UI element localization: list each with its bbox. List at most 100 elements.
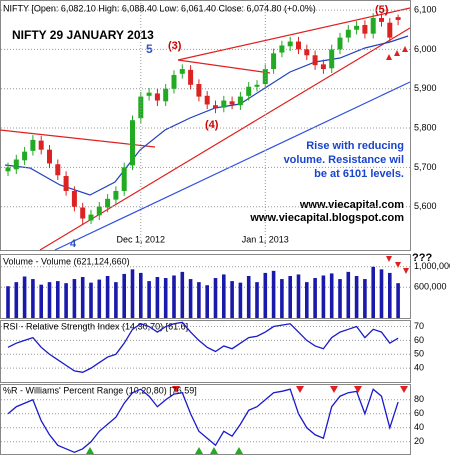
candle-body: [204, 95, 210, 105]
candle-body: [337, 37, 343, 50]
panel-title: %R - Williams' Percent Range (10,20,80) …: [3, 385, 197, 395]
panel-title: NIFTY [Open: 6,082.10 High: 6,088.40 Low…: [3, 3, 316, 13]
bar: [354, 275, 359, 318]
bar: [329, 273, 334, 318]
candle-body: [312, 55, 318, 66]
candle-body: [387, 22, 393, 38]
arrow: [195, 447, 203, 454]
candle-body: [229, 101, 235, 105]
candle-body: [213, 105, 218, 109]
y-tick-label: 5,700: [414, 162, 437, 172]
bar: [205, 285, 209, 318]
y-tick-label: 40: [414, 422, 424, 432]
arrow: [386, 54, 392, 60]
arrow: [172, 386, 180, 393]
bar: [313, 278, 317, 318]
bar: [379, 269, 384, 318]
panel: [0, 254, 411, 319]
bar: [80, 277, 85, 318]
bar: [56, 281, 60, 318]
arrow: [386, 256, 392, 262]
bar: [222, 274, 226, 318]
bar: [72, 279, 77, 318]
candle-body: [55, 164, 61, 176]
candle-body: [246, 86, 252, 96]
bar: [246, 275, 251, 318]
bar: [89, 282, 93, 318]
arrow: [235, 447, 243, 454]
bar: [396, 283, 400, 318]
panel-title: Volume - Volume (621,124,660): [3, 256, 130, 266]
y-tick-label: 70: [414, 321, 424, 331]
bar: [197, 282, 201, 318]
candle-body: [130, 120, 135, 166]
y-tick-label: 6,000: [414, 44, 437, 54]
bar: [180, 271, 185, 318]
y-tick-label: 40: [414, 363, 424, 373]
y-tick-label: 20: [414, 436, 424, 446]
bar: [139, 272, 143, 318]
bar: [147, 281, 151, 318]
bar: [105, 275, 110, 318]
bar: [155, 277, 160, 318]
arrow: [403, 268, 409, 274]
bar: [122, 273, 126, 318]
arrow: [402, 46, 408, 52]
bar: [213, 278, 218, 318]
candle-body: [105, 198, 111, 208]
candle-body: [279, 45, 285, 53]
candle-body: [362, 25, 368, 34]
candle-body: [38, 140, 44, 150]
bar: [22, 276, 27, 318]
bar: [163, 278, 168, 318]
y-tick-label: 80: [414, 394, 424, 404]
bar: [363, 279, 367, 318]
candle-body: [138, 96, 144, 119]
annotation: 5: [146, 42, 153, 56]
trend-line: [177, 59, 271, 74]
candle-body: [163, 88, 169, 102]
bar: [39, 284, 43, 318]
y-tick-label: 6,100: [414, 4, 437, 14]
line: [7, 388, 399, 454]
candle-body: [188, 69, 194, 85]
bar: [172, 275, 176, 318]
candle-body: [171, 74, 177, 89]
arrow: [394, 50, 400, 56]
candle-body: [146, 92, 152, 96]
bar: [255, 282, 259, 318]
arrow: [330, 386, 338, 393]
bar: [305, 282, 309, 318]
annotation: (3): [168, 40, 182, 52]
candle-body: [96, 206, 102, 216]
y-tick-label: 5,800: [414, 122, 437, 132]
arrow: [354, 386, 362, 393]
bar: [31, 279, 35, 318]
candle-body: [22, 151, 28, 161]
bar: [97, 279, 102, 318]
bar: [238, 282, 243, 318]
arrows: [86, 46, 409, 454]
y-tick-label: 1,000,000: [414, 261, 450, 271]
bar: [388, 272, 392, 318]
candle-body: [354, 25, 360, 30]
candle-body: [80, 207, 86, 219]
candle-body: [13, 159, 19, 170]
note-line: be at 6101 levels.: [314, 168, 404, 180]
y-tick-label: 50: [414, 349, 424, 359]
candle-body: [271, 53, 277, 70]
trend-line: [54, 81, 411, 251]
line: [7, 321, 399, 373]
candle-body: [296, 41, 301, 50]
candle-body: [395, 17, 401, 20]
candle-body: [304, 49, 310, 56]
candle-body: [221, 100, 227, 108]
y-tick-label: 5,900: [414, 83, 437, 93]
bar: [346, 271, 351, 318]
bar: [296, 274, 301, 318]
candle-body: [237, 96, 243, 106]
candle-body: [370, 17, 376, 34]
candle-body: [5, 167, 11, 172]
